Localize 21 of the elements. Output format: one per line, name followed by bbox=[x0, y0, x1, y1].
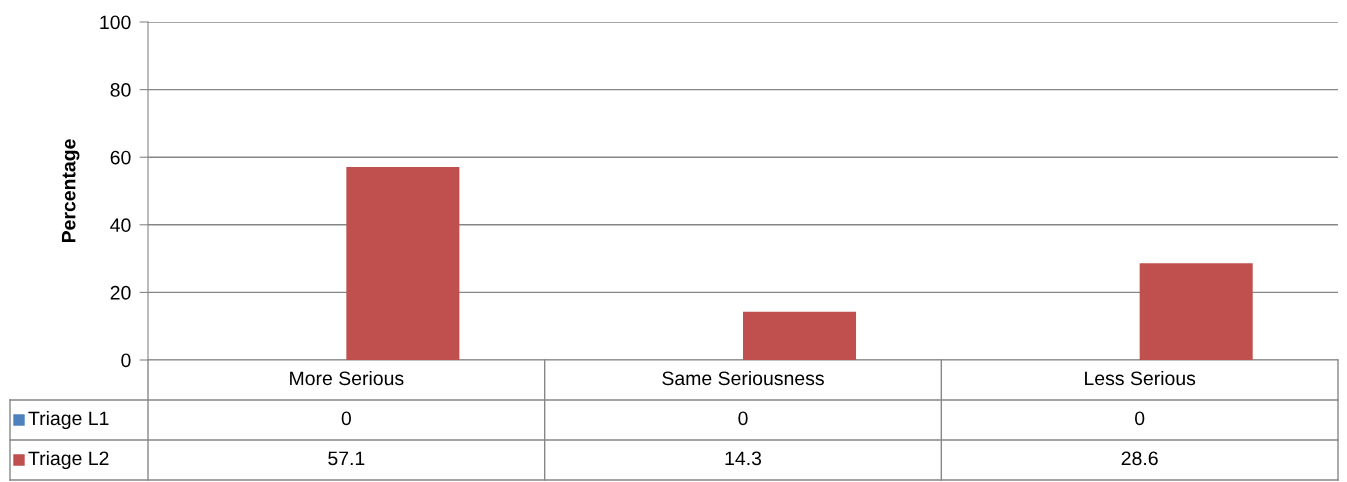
y-tick-label: 100 bbox=[100, 15, 131, 30]
bar bbox=[346, 167, 460, 360]
data-label: 0 bbox=[738, 411, 748, 426]
y-tick-label: 0 bbox=[121, 353, 131, 368]
bar bbox=[1139, 263, 1253, 360]
data-label: 28.6 bbox=[1121, 451, 1158, 466]
y-tick-label: 40 bbox=[110, 218, 131, 233]
x-tick-label: More Serious bbox=[290, 370, 404, 386]
legend-label: Triage L1 bbox=[28, 410, 109, 430]
data-label: 0 bbox=[341, 411, 351, 426]
x-tick-label: Less Serious bbox=[1085, 370, 1196, 386]
y-tick-label: 20 bbox=[110, 285, 131, 300]
data-label: 14.3 bbox=[725, 451, 762, 466]
data-label: 57.1 bbox=[328, 451, 365, 466]
legend-label: Triage L2 bbox=[28, 450, 109, 470]
data-label: 0 bbox=[1135, 411, 1145, 426]
y-tick-label: 60 bbox=[110, 150, 131, 165]
y-axis-title: Percentage bbox=[61, 139, 80, 243]
x-tick-label: Same Seriousness bbox=[662, 370, 824, 386]
y-tick-label: 80 bbox=[110, 83, 131, 97]
bar bbox=[743, 311, 857, 360]
